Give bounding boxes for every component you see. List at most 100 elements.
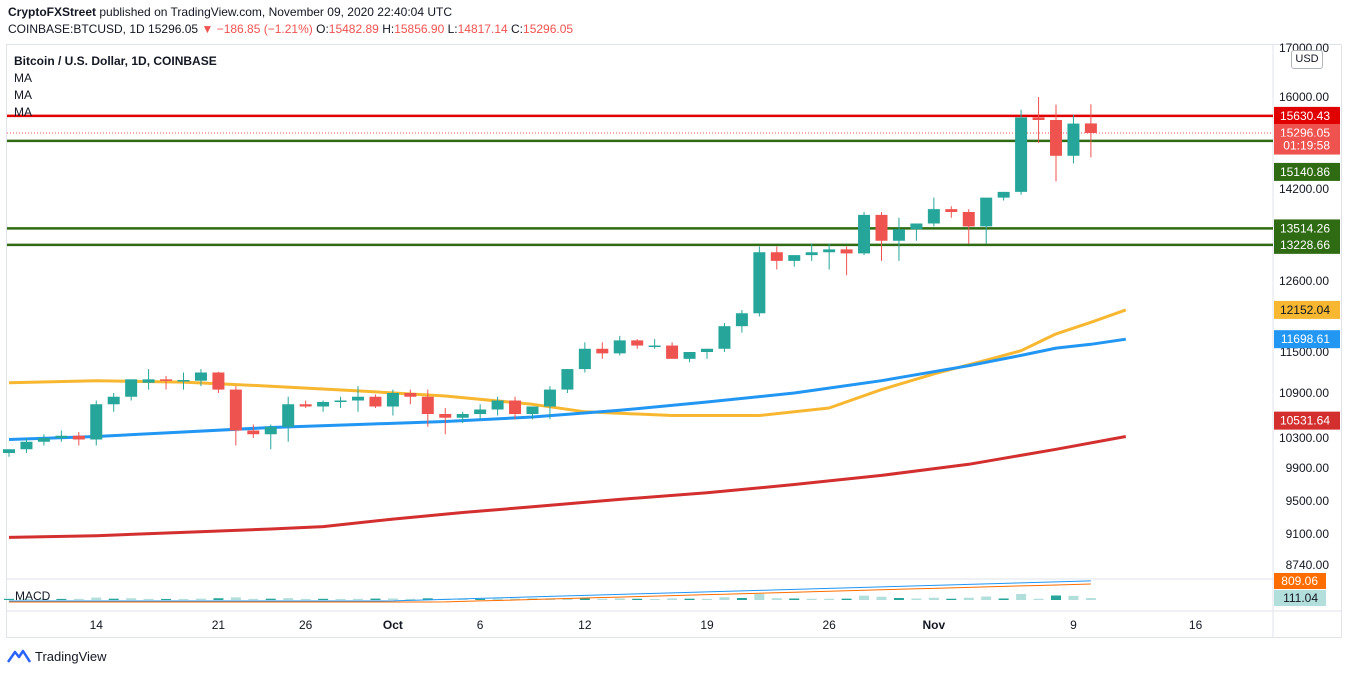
candle-body[interactable]: [753, 252, 766, 314]
candle-body[interactable]: [352, 396, 364, 401]
candle-body[interactable]: [160, 379, 173, 381]
candle-body[interactable]: [788, 255, 801, 261]
low-label: L:: [447, 22, 458, 36]
level-tag-1-bg: [1274, 106, 1340, 125]
candle-body[interactable]: [1084, 123, 1097, 133]
candle-body[interactable]: [212, 372, 225, 390]
candle-body[interactable]: [369, 396, 382, 407]
candle-body[interactable]: [491, 400, 504, 410]
last-price: 15296.05: [148, 22, 199, 36]
candle-body[interactable]: [666, 345, 679, 359]
candle-body[interactable]: [875, 214, 888, 241]
candle-body[interactable]: [805, 252, 818, 256]
level-tag-4-bg: [1274, 235, 1340, 254]
candle-body[interactable]: [823, 249, 836, 253]
candle-body[interactable]: [631, 340, 644, 346]
candle-body[interactable]: [439, 414, 452, 418]
y-tick-label: 10300.00: [1279, 431, 1329, 445]
macd-histogram-bar: [213, 598, 224, 600]
candle-body[interactable]: [1067, 123, 1080, 156]
candle-body[interactable]: [578, 348, 591, 370]
ma-line-2[interactable]: [8, 337, 1127, 441]
tradingview-logo[interactable]: TradingView: [7, 648, 107, 664]
candle-body[interactable]: [194, 372, 207, 381]
candle-body[interactable]: [177, 380, 190, 382]
candle-body[interactable]: [404, 393, 417, 397]
candle-body[interactable]: [125, 379, 138, 397]
y-tick-label: 10900.00: [1279, 386, 1329, 400]
candle-body[interactable]: [509, 400, 522, 415]
y-tick-label: 9900.00: [1286, 461, 1330, 475]
macd-label: MACD: [15, 589, 51, 603]
macd-histogram-bar: [422, 598, 433, 600]
x-tick-label: 9: [1070, 618, 1077, 632]
candle-body[interactable]: [1015, 117, 1028, 192]
macd-histogram-bar: [492, 598, 503, 600]
currency-button[interactable]: USD: [1291, 50, 1323, 69]
candle-body[interactable]: [386, 393, 399, 407]
candle-body[interactable]: [718, 326, 731, 349]
ma-line-3[interactable]: [8, 435, 1127, 539]
candle-body[interactable]: [701, 348, 713, 352]
y-tick-label: 16000.00: [1279, 90, 1329, 104]
candle-body[interactable]: [456, 414, 469, 418]
macd-histogram-bar: [562, 598, 573, 600]
candle-body[interactable]: [474, 409, 487, 415]
candle-body[interactable]: [892, 229, 905, 241]
candle-body[interactable]: [840, 249, 853, 254]
macd-histogram-bar: [597, 598, 608, 600]
candle-body[interactable]: [1050, 120, 1062, 156]
macd-histogram-bar: [248, 598, 259, 600]
candle-body[interactable]: [980, 197, 993, 227]
candle-body[interactable]: [648, 345, 661, 348]
price-tag-3-bg: [1274, 300, 1340, 319]
candle-body[interactable]: [596, 348, 609, 354]
macd-histogram-bar: [841, 598, 852, 600]
macd-histogram-bar: [353, 598, 363, 600]
candle-body[interactable]: [72, 435, 85, 440]
ma-line-1[interactable]: [8, 308, 1127, 417]
candle-body[interactable]: [3, 449, 15, 453]
candle-body[interactable]: [20, 441, 33, 450]
candle-body[interactable]: [561, 369, 574, 390]
legend-ma-1[interactable]: MA: [14, 71, 32, 85]
candle-body[interactable]: [735, 313, 748, 327]
macd-histogram-bar: [283, 598, 294, 600]
candle-body[interactable]: [282, 404, 295, 427]
candle-body[interactable]: [962, 212, 975, 227]
symbol: COINBASE:BTCUSD, 1D: [8, 22, 145, 36]
x-tick-label: 12: [578, 618, 592, 632]
publisher-name: CryptoFXStreet: [8, 5, 97, 19]
candle-body[interactable]: [526, 406, 539, 415]
legend-ma-2[interactable]: MA: [14, 88, 32, 102]
candle-body[interactable]: [247, 430, 260, 435]
candle-body[interactable]: [770, 252, 783, 261]
quote-line: COINBASE:BTCUSD, 1D 15296.05 ▼ −186.85 (…: [8, 22, 573, 36]
candle-body[interactable]: [927, 209, 940, 224]
macd-histogram-bar: [771, 598, 782, 600]
candle-body[interactable]: [264, 426, 277, 435]
candle-body[interactable]: [683, 352, 696, 359]
candle-body[interactable]: [1032, 117, 1045, 120]
candle-body[interactable]: [613, 340, 626, 354]
candle-body[interactable]: [229, 389, 242, 431]
candle-body[interactable]: [142, 379, 155, 383]
candle-body[interactable]: [37, 438, 50, 442]
candle-body[interactable]: [317, 402, 330, 407]
signal-line: [9, 583, 1091, 603]
tradingview-icon: [7, 649, 31, 663]
candle-body[interactable]: [910, 223, 923, 230]
legend-ma-3[interactable]: MA: [14, 105, 32, 119]
candle-body[interactable]: [55, 435, 68, 438]
candle-body[interactable]: [107, 396, 120, 405]
macd-histogram-bar: [265, 598, 276, 600]
candle-body[interactable]: [421, 396, 434, 414]
candle-body[interactable]: [90, 404, 103, 440]
candle-body[interactable]: [543, 389, 556, 407]
candle-body[interactable]: [945, 209, 958, 212]
candle-body[interactable]: [858, 214, 871, 254]
candle-body[interactable]: [299, 404, 312, 407]
candle-body[interactable]: [997, 191, 1010, 198]
candle-body[interactable]: [334, 400, 347, 403]
